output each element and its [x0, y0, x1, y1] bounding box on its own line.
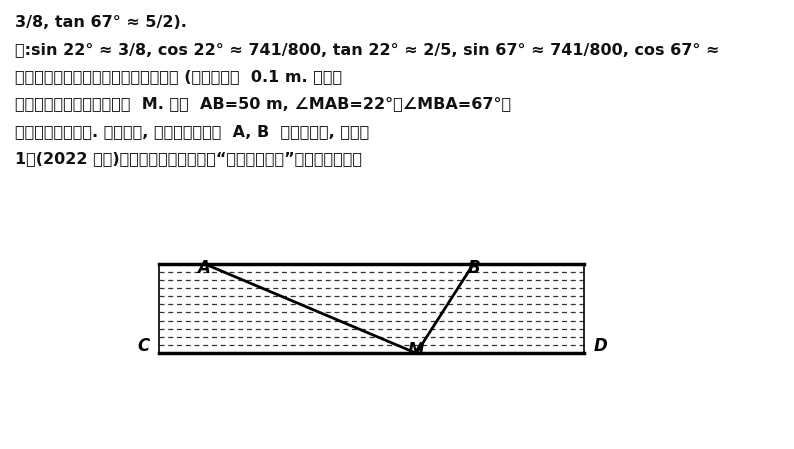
Text: 1．(2022 威海)小军同学想利用所学的“锐角三角函数”知识测量一段两: 1．(2022 威海)小军同学想利用所学的“锐角三角函数”知识测量一段两 [15, 151, 362, 166]
Text: 岸平行的河流宽度. 如图所示, 他先在河岸设立  A, B  两个观测点, 然后选: 岸平行的河流宽度. 如图所示, 他先在河岸设立 A, B 两个观测点, 然后选 [15, 123, 369, 139]
Text: A: A [198, 259, 210, 277]
Text: D: D [593, 337, 607, 355]
Text: M: M [408, 341, 425, 359]
Text: 3/8, tan 67° ≈ 5/2).: 3/8, tan 67° ≈ 5/2). [15, 15, 187, 30]
Text: C: C [138, 337, 150, 355]
Text: 定对岸河边的一棵树记为点  M. 测得  AB=50 m, ∠MAB=22°，∠MBA=67°．: 定对岸河边的一棵树记为点 M. 测得 AB=50 m, ∠MAB=22°，∠MB… [15, 97, 511, 111]
Text: 请你依据所测数据求出这段河流的宽度 (结果精确到  0.1 m. 参考数: 请你依据所测数据求出这段河流的宽度 (结果精确到 0.1 m. 参考数 [15, 69, 342, 84]
Text: B: B [468, 259, 480, 277]
Bar [159, 264, 584, 353]
Text: 据:sin 22° ≈ 3/8, cos 22° ≈ 741/800, tan 22° ≈ 2/5, sin 67° ≈ 741/800, cos 67° ≈: 据:sin 22° ≈ 3/8, cos 22° ≈ 741/800, tan … [15, 42, 719, 57]
